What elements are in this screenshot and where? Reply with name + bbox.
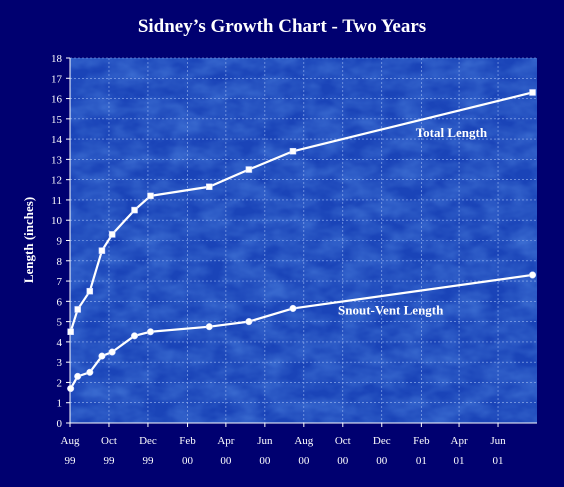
snout-vent-length-point	[205, 323, 213, 331]
x-tick-month-label: Dec	[139, 435, 157, 447]
y-tick-label: 5	[57, 317, 63, 329]
snout-vent-length-label: Snout-Vent Length	[338, 303, 444, 318]
total-length-point	[147, 192, 154, 200]
chart-title: Sidney’s Growth Chart - Two Years	[138, 16, 426, 37]
snout-vent-length-point	[289, 304, 297, 312]
total-length-point	[131, 206, 138, 214]
snout-vent-length-point	[130, 332, 139, 340]
snout-vent-length-point	[146, 328, 155, 336]
series-total-length	[67, 89, 536, 335]
y-tick-label: 10	[51, 215, 63, 227]
y-tick-label: 8	[57, 256, 63, 268]
total-length-label: Total Length	[416, 125, 488, 140]
gridlines	[69, 57, 537, 424]
y-tick-label: 9	[57, 236, 63, 248]
y-tick-label: 7	[57, 276, 63, 288]
y-tick-label: 11	[51, 195, 62, 207]
snout-vent-length-point	[74, 372, 82, 380]
series-annotations: Total Length Snout-Vent Length	[338, 125, 488, 317]
x-tick-year-label: 00	[376, 455, 388, 467]
total-length-point	[245, 166, 253, 173]
total-length-point	[67, 328, 74, 335]
x-tick-month-label: Apr	[217, 435, 234, 447]
series-layer	[67, 89, 537, 393]
x-tick-year-label: 00	[259, 455, 271, 467]
y-tick-label: 2	[57, 377, 63, 389]
y-tick-label: 1	[57, 398, 63, 410]
y-tick-label: 6	[57, 296, 63, 308]
x-tick-year-label: 01	[493, 455, 504, 467]
total-length-point	[74, 306, 81, 313]
x-tick-year-label: 99	[103, 455, 115, 467]
snout-vent-length-point	[245, 318, 253, 326]
x-tick-year-label: 00	[182, 455, 194, 467]
x-tick-month-label: Dec	[373, 435, 391, 447]
x-tick-year-label: 01	[454, 455, 465, 467]
x-tick-month-label: Oct	[101, 435, 117, 447]
y-tick-label: 0	[57, 418, 63, 430]
snout-vent-length-point	[67, 384, 75, 393]
x-tick-month-label: Aug	[294, 435, 313, 447]
total-length-point	[289, 148, 297, 155]
y-tick-label: 12	[51, 175, 62, 187]
y-tick-label: 17	[51, 73, 63, 85]
total-length-point	[86, 287, 94, 295]
y-tick-label: 18	[51, 53, 63, 65]
y-tick-label: 13	[51, 154, 63, 166]
x-tick-year-label: 00	[220, 455, 232, 467]
x-tick-year-label: 00	[337, 455, 349, 467]
x-tick-month-label: Aug	[61, 435, 80, 447]
x-tick-month-label: Feb	[413, 435, 430, 447]
snout-vent-length-point	[108, 348, 116, 356]
x-tick-year-label: 99	[65, 455, 77, 467]
total-length-point	[529, 89, 536, 96]
x-tick-year-label: 00	[298, 455, 310, 467]
total-length-point	[98, 247, 106, 254]
x-tick-month-label: Jun	[257, 435, 273, 447]
x-tick-year-label: 99	[142, 455, 154, 467]
y-axis-title: Length (inches)	[21, 197, 36, 283]
series-snout-vent-length	[67, 271, 537, 393]
snout-vent-length-point	[528, 271, 537, 279]
x-tick-month-label: Oct	[335, 435, 351, 447]
x-axis: Aug 99 Oct 99 Dec 99 Feb 00 Apr 00 Jun 00 Aug 00 Oct 00…	[61, 422, 537, 467]
y-tick-label: 14	[51, 134, 63, 146]
y-tick-label: 16	[51, 94, 63, 106]
snout-vent-length-point	[86, 368, 94, 376]
snout-vent-length-point	[98, 352, 106, 360]
y-tick-label: 4	[57, 337, 63, 349]
x-tick-year-label: 01	[416, 455, 427, 467]
y-tick-label: 3	[57, 357, 63, 369]
x-tick-month-label: Feb	[179, 435, 196, 447]
total-length-point	[206, 183, 213, 191]
total-length-point	[108, 231, 116, 238]
y-tick-label: 15	[51, 114, 63, 126]
x-tick-month-label: Apr	[451, 435, 468, 447]
x-tick-month-label: Jun	[490, 435, 506, 447]
